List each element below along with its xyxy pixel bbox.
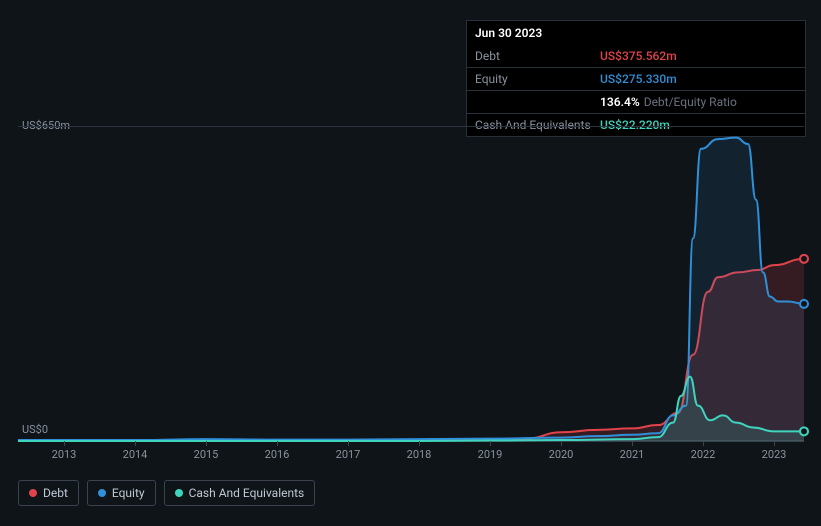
x-tick-mark (419, 441, 420, 446)
series-end-marker (800, 255, 808, 263)
x-tick-mark (632, 441, 633, 446)
x-tick-mark (64, 441, 65, 446)
x-tick-label: 2018 (407, 448, 432, 461)
x-axis: 2013 2014 2015 2016 2017 2018 2019 2020 2021 2022… (18, 448, 804, 464)
chart-legend: Debt Equity Cash And Equivalents (18, 480, 315, 506)
tooltip-row-debt: Debt US$375.562m (467, 45, 805, 68)
x-tick-label: 2017 (336, 448, 361, 461)
tooltip-value: US$275.330m (600, 72, 677, 86)
tooltip-label: Debt (475, 49, 600, 63)
tooltip-ratio-text: Debt/Equity Ratio (644, 95, 737, 109)
x-tick-label: 2023 (762, 448, 787, 461)
x-tick-mark (348, 441, 349, 446)
x-tick-label: 2014 (123, 448, 148, 461)
chart-svg (18, 127, 804, 442)
x-tick-label: 2013 (52, 448, 77, 461)
x-tick-mark (277, 441, 278, 446)
x-tick-mark (774, 441, 775, 446)
x-tick-mark (490, 441, 491, 446)
tooltip-ratio-pct: 136.4% (600, 95, 640, 109)
x-tick-mark (206, 441, 207, 446)
legend-item-equity[interactable]: Equity (87, 480, 156, 506)
tooltip-date: Jun 30 2023 (467, 21, 805, 45)
legend-dot (29, 489, 37, 497)
x-tick-mark (135, 441, 136, 446)
series-end-marker (800, 300, 808, 308)
x-tick-label: 2022 (691, 448, 716, 461)
chart-plot-area[interactable] (18, 126, 804, 441)
x-tick-mark (703, 441, 704, 446)
legend-dot (98, 489, 106, 497)
tooltip-row-equity: Equity US$275.330m (467, 68, 805, 91)
legend-dot (175, 489, 183, 497)
x-tick-label: 2019 (478, 448, 503, 461)
legend-label: Cash And Equivalents (189, 486, 305, 500)
tooltip-label: Equity (475, 72, 600, 86)
series-end-marker (800, 427, 808, 435)
tooltip-label (475, 95, 600, 109)
legend-label: Debt (43, 486, 68, 500)
x-tick-label: 2015 (194, 448, 219, 461)
x-tick-label: 2020 (549, 448, 574, 461)
legend-item-cash[interactable]: Cash And Equivalents (164, 480, 316, 506)
x-tick-mark (561, 441, 562, 446)
tooltip-value: US$375.562m (600, 49, 677, 63)
x-tick-label: 2016 (265, 448, 290, 461)
x-tick-label: 2021 (620, 448, 645, 461)
chart-tooltip: Jun 30 2023 Debt US$375.562m Equity US$2… (466, 20, 806, 137)
legend-label: Equity (112, 486, 145, 500)
legend-item-debt[interactable]: Debt (18, 480, 79, 506)
tooltip-row-ratio: 136.4% Debt/Equity Ratio (467, 91, 805, 114)
